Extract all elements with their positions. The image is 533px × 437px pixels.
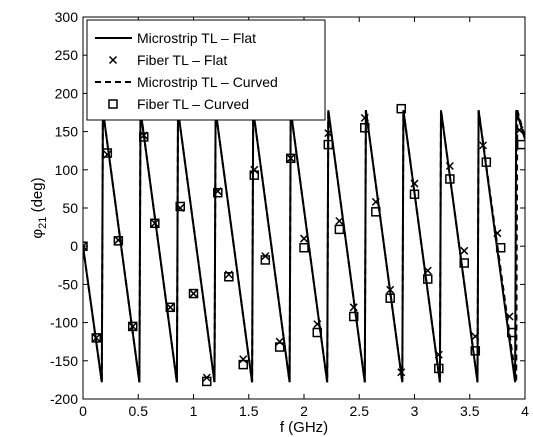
x-tick-label: 4 (521, 403, 529, 419)
legend-label-fiber-flat: Fiber TL – Flat (137, 52, 227, 68)
x-tick-label: 1 (190, 403, 198, 419)
y-tick-label: 250 (55, 47, 79, 63)
y-tick-label: 0 (70, 238, 78, 254)
x-tick-label: 2.5 (350, 403, 370, 419)
legend-label-microstrip-flat: Microstrip TL – Flat (137, 30, 256, 46)
y-tick-label: 300 (55, 9, 79, 25)
y-axis-label: φ21 (deg) (29, 177, 49, 238)
y-axis-label-sub: 21 (37, 217, 49, 229)
x-axis-label: f (GHz) (280, 419, 328, 436)
legend: Microstrip TL – Flat Fiber TL – Flat Mic… (87, 20, 325, 120)
y-tick-label: -50 (58, 276, 78, 292)
y-tick-label: 150 (55, 124, 79, 140)
legend-label-microstrip-curved: Microstrip TL – Curved (137, 74, 278, 90)
y-tick-label: 200 (55, 85, 79, 101)
y-tick-label: 100 (55, 162, 79, 178)
x-tick-label: 3 (411, 403, 419, 419)
x-tick-label: 0 (79, 403, 87, 419)
legend-label-fiber-curved: Fiber TL – Curved (137, 96, 249, 112)
x-tick-label: 0.5 (129, 403, 149, 419)
y-tick-label: -150 (50, 353, 78, 369)
x-tick-label: 3.5 (460, 403, 480, 419)
y-tick-label: 50 (62, 200, 78, 216)
y-axis-label-unit: (deg) (29, 177, 46, 216)
y-tick-label: -100 (50, 315, 78, 331)
y-tick-label: -200 (50, 391, 78, 407)
x-tick-label: 1.5 (239, 403, 259, 419)
x-tick-label: 2 (300, 403, 308, 419)
y-axis-label-main: φ (29, 229, 46, 239)
